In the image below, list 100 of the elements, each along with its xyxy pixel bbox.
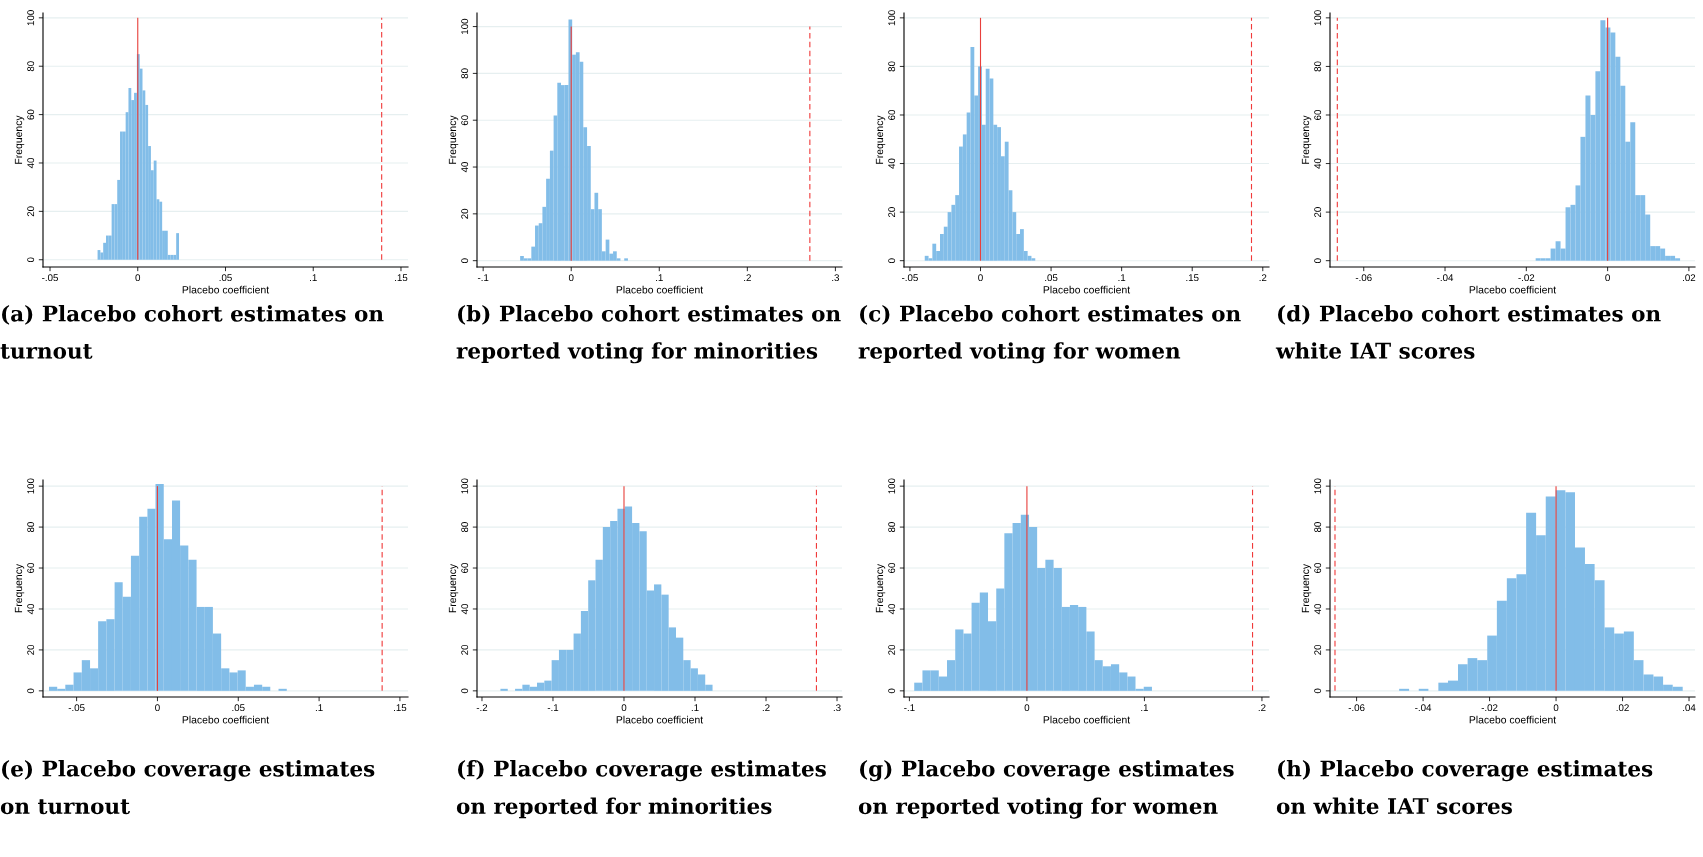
x-tick-label: -.2 — [476, 704, 488, 711]
x-tick-label: .05 — [232, 704, 245, 712]
y-tick-label: 20 — [27, 644, 35, 655]
y-tick-label: 100 — [888, 478, 896, 494]
x-tick-label: -.04 — [1437, 274, 1454, 282]
y-tick-label: 40 — [27, 157, 35, 169]
y-axis-title: Frequency — [14, 563, 25, 613]
x-tick-label: -.02 — [1481, 704, 1498, 712]
x-axis-title: Placebo coefficient — [182, 715, 270, 724]
y-tick-label: 20 — [461, 208, 469, 219]
y-tick-label: 100 — [461, 18, 469, 34]
x-tick-label: 0 — [568, 274, 574, 282]
x-tick-label: 0 — [155, 704, 160, 712]
x-axis-title: Placebo coefficient — [616, 715, 704, 724]
y-tick-label: 40 — [461, 603, 469, 615]
x-tick-label: .1 — [310, 274, 317, 281]
y-tick-label: 100 — [1314, 478, 1322, 494]
y-axis-title: Frequency — [875, 563, 886, 613]
y-tick-label: 60 — [461, 563, 469, 573]
x-axis-title: Placebo coefficient — [1469, 715, 1557, 724]
y-tick-label: 60 — [461, 115, 469, 126]
y-tick-label: 0 — [461, 688, 469, 694]
x-tick-label: .1 — [1118, 274, 1126, 281]
x-tick-label: .2 — [744, 274, 751, 281]
x-tick-label: -.1 — [547, 704, 559, 711]
y-tick-label: 0 — [888, 258, 896, 264]
x-tick-label: -.04 — [1415, 704, 1432, 712]
x-tick-label: .04 — [1683, 704, 1696, 712]
x-axis-title: Placebo coefficient — [616, 285, 704, 294]
y-tick-label: 20 — [888, 207, 896, 218]
y-tick-label: 20 — [1314, 644, 1322, 655]
text: (h) Placebo coverage estimates on white IAT scores — [1276, 760, 1653, 815]
y-tick-label: 100 — [461, 478, 469, 494]
y-tick-label: 0 — [1314, 688, 1322, 694]
x-tick-label: .15 — [1186, 274, 1199, 282]
y-axis-title: Frequency — [1301, 563, 1312, 613]
x-tick-label: .2 — [1258, 704, 1266, 711]
y-tick-label: 60 — [888, 563, 896, 573]
y-tick-label: 20 — [461, 644, 469, 655]
y-tick-label: 0 — [888, 688, 896, 694]
text: (a) Placebo cohort estimates on turnout — [0, 305, 384, 359]
x-tick-label: .05 — [219, 274, 232, 282]
x-tick-label: .1 — [1141, 704, 1149, 711]
text: (b) Placebo cohort estimates on reported voting for minorities — [456, 305, 841, 364]
y-axis-title: Frequency — [1301, 115, 1312, 164]
x-tick-label: .15 — [394, 704, 407, 712]
y-tick-label: 40 — [461, 162, 469, 173]
y-tick-label: 100 — [27, 10, 35, 26]
x-tick-label: 0 — [978, 274, 983, 282]
x-tick-label: .2 — [762, 704, 770, 711]
y-tick-label: 60 — [27, 109, 35, 120]
y-tick-label: 80 — [461, 522, 469, 533]
x-tick-label: 0 — [1553, 704, 1559, 712]
y-tick-label: 0 — [461, 258, 469, 263]
x-axis-title: Placebo coefficient — [1043, 285, 1131, 294]
x-tick-label: -.06 — [1348, 704, 1365, 712]
x-tick-label: -.1 — [477, 274, 489, 281]
y-tick-label: 80 — [27, 522, 35, 533]
y-tick-label: 20 — [888, 644, 896, 655]
y-tick-label: 0 — [27, 688, 35, 694]
y-tick-label: 80 — [461, 68, 469, 79]
y-tick-label: 100 — [27, 478, 35, 494]
x-tick-label: .15 — [395, 274, 408, 282]
y-tick-label: 80 — [1314, 61, 1322, 72]
y-tick-label: 60 — [888, 109, 896, 120]
text: (d) Placebo cohort estimates on white IAT scores — [1275, 305, 1661, 359]
y-tick-label: 40 — [888, 603, 896, 615]
text: (f) Placebo coverage estimates on reported for minorities — [456, 760, 826, 819]
x-tick-label: -.05 — [42, 274, 58, 282]
x-axis-title: Placebo coefficient — [1469, 285, 1557, 294]
y-tick-label: 40 — [27, 603, 35, 615]
y-axis-title: Frequency — [14, 115, 25, 164]
x-tick-label: 0 — [135, 274, 141, 282]
text: (e) Placebo coverage estimates on turnout — [0, 760, 375, 815]
y-tick-label: 40 — [1314, 603, 1322, 615]
text: (c) Placebo cohort estimates on reported voting for women — [858, 305, 1241, 364]
y-tick-label: 100 — [888, 10, 896, 26]
x-tick-label: .1 — [315, 704, 323, 711]
y-tick-label: 60 — [27, 563, 35, 573]
y-tick-label: 100 — [1314, 10, 1322, 26]
y-tick-label: 0 — [27, 257, 35, 263]
y-tick-label: 80 — [1314, 522, 1322, 533]
x-tick-label: .1 — [691, 704, 699, 711]
x-axis-title: Placebo coefficient — [1043, 715, 1131, 724]
x-tick-label: .1 — [656, 274, 663, 281]
y-axis-title: Frequency — [875, 115, 886, 164]
x-tick-label: .2 — [1259, 274, 1267, 281]
y-tick-label: 80 — [888, 61, 896, 72]
x-tick-label: .3 — [832, 274, 840, 282]
y-tick-label: 0 — [1314, 258, 1322, 264]
y-axis-title: Frequency — [448, 563, 459, 613]
x-tick-label: .02 — [1683, 274, 1696, 282]
y-tick-label: 60 — [1314, 563, 1322, 573]
y-tick-label: 80 — [888, 522, 896, 533]
x-axis-title: Placebo coefficient — [182, 285, 270, 294]
x-tick-label: -.06 — [1355, 274, 1372, 282]
x-tick-label: .05 — [1045, 274, 1058, 282]
y-tick-label: 20 — [1314, 207, 1322, 218]
y-tick-label: 40 — [1314, 158, 1322, 169]
x-tick-label: 0 — [621, 704, 627, 712]
